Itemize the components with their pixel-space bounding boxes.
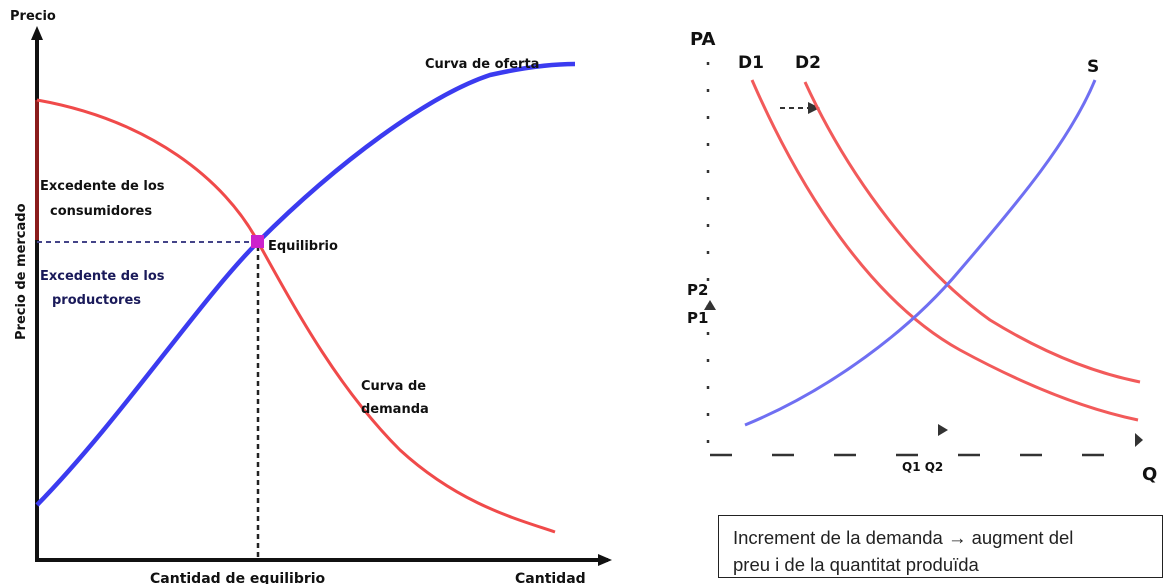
quantity-shift-arrowhead [938,424,948,436]
curve-label-d2: D2 [795,53,821,73]
demand-shift-arrowhead [808,102,820,114]
caption-line2: preu i de la quantitat produïda [733,554,979,575]
caption-line1: Increment de la demanda → augment del [733,524,1150,551]
demand-curve-d2 [803,81,1141,384]
consumer-surplus-label-line1: Excedente de los [40,179,165,194]
price-shift-arrowhead [704,300,716,310]
left-x-axis-title: Cantidad [515,571,586,584]
left-supply-demand-diagram: Precio Precio de mercado Cantidad Cantid… [10,9,612,584]
supply-curve-label: Curva de oferta [425,57,539,72]
caption-text-before-arrow: Increment de la demanda [733,527,943,548]
caption-text-after-arrow: augment del [971,527,1074,548]
demand-curve-label-line2: demanda [361,402,429,417]
price-label-p2: P2 [687,281,708,299]
curve-label-s: S [1087,57,1099,77]
left-x-axis-arrowhead [598,554,612,566]
left-y-axis-arrowhead [31,26,43,40]
right-y-axis-title: PA [690,29,716,50]
supply-curve-s [744,79,1097,427]
demand-curve-d1 [750,79,1139,422]
producer-surplus-label-line2: productores [52,293,141,308]
right-x-axis-arrowhead [1135,433,1143,447]
left-y-axis-title: Precio [10,9,56,24]
consumer-surplus-label-line2: consumidores [50,204,152,219]
left-y-axis-side-label: Precio de mercado [14,203,29,340]
demand-curve-label-line1: Curva de [361,379,426,394]
caption-box: Increment de la demanda → augment del pr… [718,515,1163,578]
curve-label-d1: D1 [738,53,764,73]
right-arrow-icon: → [947,527,967,548]
price-label-p1: P1 [687,309,708,327]
equilibrium-point [251,235,264,248]
producer-surplus-label-line1: Excedente de los [40,269,165,284]
right-demand-shift-diagram: PA Q D1 D2 S P2 P1 Q1 Q2 [687,29,1157,485]
supply-curve [35,61,576,507]
quantity-labels: Q1 Q2 [902,460,943,474]
equilibrium-label: Equilibrio [268,239,338,254]
right-x-axis-title: Q [1142,464,1157,485]
equilibrium-quantity-label: Cantidad de equilibrio [150,571,326,584]
demand-curve [36,98,556,534]
